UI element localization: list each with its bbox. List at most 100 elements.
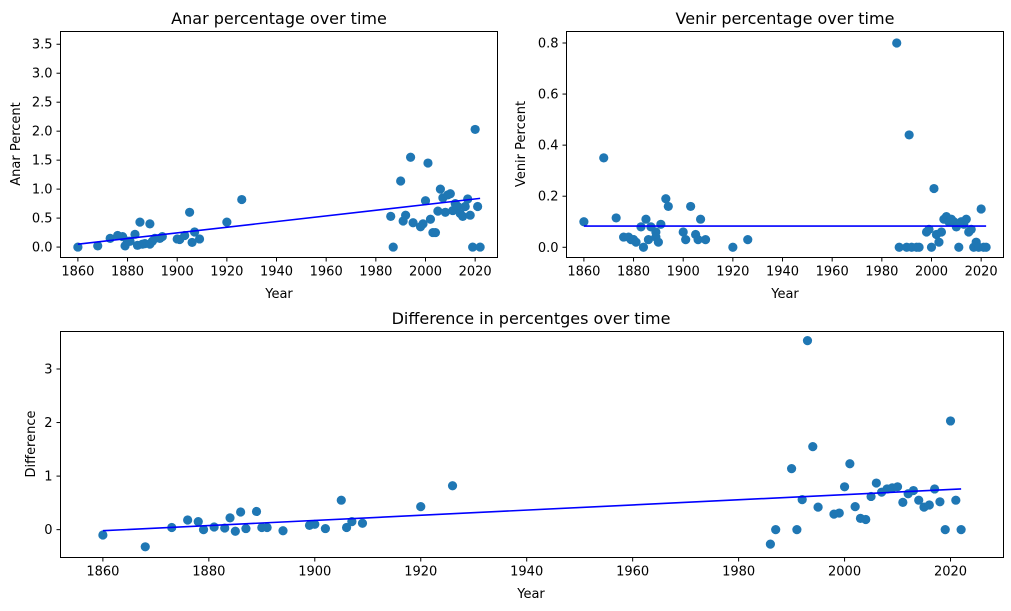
y-tick-label: 2: [44, 416, 52, 431]
y-tick-label: 0.2: [538, 190, 559, 205]
x-tick-label: 1940: [766, 265, 799, 280]
data-point: [145, 219, 155, 229]
data-points: [73, 124, 485, 252]
data-point: [357, 518, 368, 528]
data-point: [914, 495, 924, 505]
data-point: [73, 242, 83, 252]
data-point: [262, 522, 272, 533]
data-point: [914, 242, 924, 252]
x-axis-label: Year: [770, 287, 799, 302]
data-point: [700, 235, 711, 245]
plot-frame: [60, 331, 1004, 558]
data-point: [743, 235, 753, 245]
data-point: [433, 206, 443, 216]
data-point: [898, 497, 908, 507]
data-point: [693, 235, 703, 245]
data-point: [834, 508, 844, 518]
data-point: [786, 463, 797, 474]
data-point: [98, 530, 108, 540]
x-tick-label: 2020: [965, 265, 998, 280]
data-point: [386, 211, 396, 221]
data-point: [251, 506, 262, 517]
data-point: [808, 442, 818, 452]
data-point: [961, 214, 971, 224]
x-tick-label: 1900: [161, 265, 194, 280]
x-tick-label: 1980: [865, 265, 898, 280]
x-tick-label: 1980: [722, 565, 755, 580]
data-point: [956, 525, 966, 535]
chart-title: Anar percentage over time: [171, 9, 387, 28]
data-point: [686, 201, 696, 212]
data-point: [465, 210, 475, 220]
data-point: [430, 227, 441, 238]
chart-anar: Anar percentage over time 1860 1880 1900 19…: [9, 9, 498, 302]
data-point: [981, 242, 991, 252]
data-point: [420, 196, 431, 206]
data-point: [894, 242, 904, 252]
y-axis-ticks: 0.0 0.5 1.0 1.5 2.0 2.5 3.0 3.5: [32, 38, 61, 256]
x-tick-label: 1960: [816, 265, 849, 280]
data-point: [194, 234, 205, 244]
data-point: [401, 210, 411, 220]
y-axis-label: Anar Percent: [9, 102, 24, 186]
data-point: [193, 517, 203, 527]
data-point: [470, 124, 480, 135]
data-point: [926, 242, 937, 252]
data-point: [405, 152, 416, 162]
x-tick-label: 1900: [298, 565, 331, 580]
data-point: [310, 519, 320, 529]
data-point: [940, 525, 950, 535]
data-point: [435, 184, 445, 194]
data-point: [924, 224, 934, 235]
data-point: [135, 217, 145, 227]
data-point: [839, 482, 850, 492]
data-point: [951, 495, 961, 505]
chart-title: Difference in percentges over time: [392, 309, 671, 328]
data-point: [222, 217, 232, 227]
data-point: [336, 495, 346, 505]
plot-frame: [60, 31, 498, 258]
x-axis-ticks: 1860 1880 1900 1920 1940 1960 1980 2000 2020: [61, 257, 492, 280]
data-point: [954, 242, 964, 252]
data-point: [792, 525, 802, 535]
data-point: [278, 526, 288, 536]
plot-frame: [566, 31, 1004, 258]
data-point: [861, 514, 871, 525]
x-tick-label: 1860: [61, 265, 94, 280]
data-point: [850, 502, 860, 512]
x-tick-label: 2000: [409, 265, 442, 280]
data-point: [187, 237, 197, 248]
data-point: [445, 189, 455, 199]
y-tick-label: 0.8: [538, 36, 559, 51]
y-tick-label: 0.4: [538, 139, 559, 154]
x-tick-label: 1940: [510, 565, 543, 580]
data-point: [241, 523, 251, 534]
data-point: [460, 201, 470, 212]
x-tick-label: 1960: [310, 265, 343, 280]
x-tick-label: 1980: [359, 265, 392, 280]
trend-line: [102, 488, 962, 532]
x-tick-label: 1920: [716, 265, 749, 280]
data-point: [185, 207, 195, 217]
data-point: [845, 459, 855, 469]
x-tick-label: 1880: [192, 565, 225, 580]
data-point: [930, 484, 940, 494]
x-tick-label: 1880: [617, 265, 650, 280]
x-tick-label: 1960: [616, 565, 649, 580]
data-point: [935, 497, 945, 507]
trend-line-group: [77, 197, 481, 245]
data-point: [473, 201, 483, 212]
y-tick-label: 3.5: [32, 38, 53, 53]
data-point: [643, 235, 654, 245]
chart-venir: Venir percentage over time 1860 1880 1900 1…: [514, 9, 1004, 302]
data-point: [237, 194, 247, 205]
data-point: [813, 502, 823, 512]
data-point: [871, 478, 881, 488]
data-point: [425, 214, 436, 224]
data-point: [929, 183, 939, 194]
data-point: [695, 214, 706, 224]
data-point: [458, 211, 468, 221]
data-point: [681, 235, 691, 245]
y-tick-label: 0.0: [32, 241, 53, 256]
